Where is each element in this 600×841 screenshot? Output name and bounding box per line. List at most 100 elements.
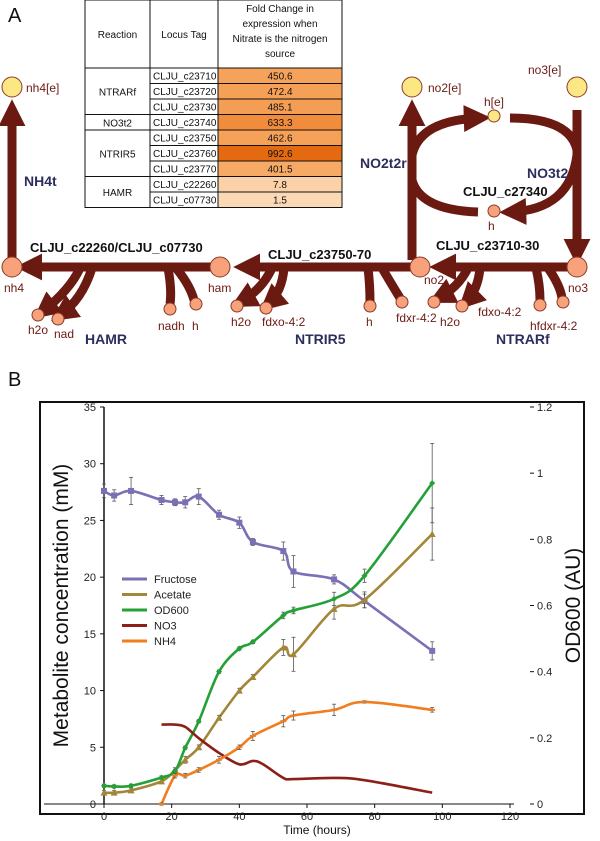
table-cell-value: 7.8	[273, 180, 287, 191]
point-od600	[290, 607, 297, 614]
point-fructose	[280, 548, 287, 555]
panel-b-letter: B	[8, 369, 21, 391]
gene-label-no3t2: CLJU_c27340	[463, 184, 548, 199]
no2t2r-lower-arc	[407, 178, 479, 217]
table-cell-reaction: NO3t2	[103, 118, 132, 129]
table-cell-value: 1.5	[273, 196, 287, 207]
chart-frame	[39, 401, 585, 815]
table-cell-locus: CLJU_c23740	[153, 118, 217, 129]
expression-table: Reaction Locus Tag Fold Change in expressio…	[84, 0, 343, 208]
gene-label-ntrir5: CLJU_c23750-70	[268, 247, 371, 262]
table-cell-value: 472.4	[267, 87, 292, 98]
hfdxr2-node	[556, 295, 570, 309]
y-right-tick-label: 1.2	[537, 402, 552, 414]
point-acetate	[100, 789, 108, 796]
point-acetate	[279, 643, 287, 651]
point-od600	[429, 480, 436, 487]
legend-label: Acetate	[154, 590, 191, 602]
x-tick-label: 60	[301, 811, 313, 823]
rxn-label-no3t2: NO3t2	[527, 165, 568, 181]
legend-label: OD600	[154, 605, 189, 617]
point-fructose	[158, 497, 165, 504]
point-fructose	[195, 493, 202, 500]
legend-label: NH4	[154, 636, 176, 648]
point-fructose	[111, 492, 118, 499]
point-od600	[158, 774, 165, 781]
point-acetate	[330, 605, 338, 612]
series-line-acetate	[103, 533, 434, 795]
series-fructose	[101, 476, 436, 661]
legend: Fructose Acetate OD600 NO3 NH4	[122, 574, 197, 648]
rxn-label-ntrir5: NTRIR5	[295, 331, 346, 347]
table-cell-value: 450.6	[267, 72, 292, 83]
series-line-no3	[161, 723, 433, 794]
main-pathway	[0, 99, 591, 322]
table-cell-reaction: NTRARf	[99, 87, 136, 98]
x-tick-label: 40	[233, 811, 245, 823]
label-h-mid: h	[488, 219, 495, 233]
rxn-label-ntrarf: NTRARf	[496, 331, 550, 347]
table-header-fold-change: source	[265, 49, 295, 60]
table-cell-reaction: NTRIR5	[99, 149, 136, 160]
point-od600	[111, 783, 118, 790]
point-fructose	[172, 499, 179, 506]
point-acetate	[235, 687, 243, 694]
y-right-tick-label: 0.8	[537, 534, 552, 546]
point-acetate	[249, 673, 257, 680]
point-fructose	[290, 568, 297, 575]
ntrir5-fdxo-branch	[259, 267, 290, 312]
panel-b: B 0 20 40 60 80 100 120 0 5 10 15 20 25 30 35 0 0.2 0.4 0.…	[8, 369, 585, 837]
table-cell-locus: CLJU_c23720	[153, 87, 217, 98]
y-left-tick-label: 10	[84, 686, 96, 698]
point-fructose	[249, 538, 256, 545]
series-od600	[101, 442, 436, 790]
y-right-tick-label: 0.4	[537, 667, 552, 679]
h-1-node	[189, 297, 203, 311]
ham-node	[209, 256, 231, 278]
nadh-node	[163, 302, 177, 316]
hamr-h2o-branch	[33, 266, 85, 319]
table-header-locus: Locus Tag	[161, 30, 206, 41]
point-od600	[331, 595, 338, 602]
x-tick-label: 120	[501, 811, 519, 823]
h2o-1-node	[31, 308, 45, 322]
point-acetate	[127, 786, 135, 794]
table-cell-locus: CLJU_c23750	[153, 134, 217, 145]
nad-node	[51, 312, 65, 326]
point-od600	[128, 782, 135, 789]
table-cell-value: 462.6	[267, 134, 292, 145]
gene-label-hamr: CLJU_c22260/CLJU_c07730	[30, 240, 203, 255]
point-fructose	[236, 519, 243, 526]
fdxo-2-node	[455, 299, 469, 313]
no2t2r-h-arc	[407, 105, 491, 157]
point-acetate	[289, 650, 297, 658]
label-fdxr-1: fdxr-4:2	[396, 311, 437, 325]
point-acetate	[195, 743, 203, 751]
point-acetate	[361, 596, 369, 603]
y-left-tick-label: 20	[84, 572, 96, 584]
series-line-od600	[103, 482, 434, 788]
nh4-node	[1, 256, 23, 278]
y-right-tick-label: 0.2	[537, 733, 552, 745]
h-mid-node	[487, 204, 501, 218]
x-tick-label: 0	[101, 811, 107, 823]
label-no2e: no2[e]	[428, 81, 461, 95]
hamr-nadh-branch	[163, 267, 176, 305]
ntrarf-fdxo-branch	[458, 267, 488, 310]
y-right-tick-label: 1	[537, 468, 543, 480]
table-cell-locus: CLJU_c23730	[153, 103, 217, 114]
label-h-1: h	[192, 319, 199, 333]
point-od600	[361, 572, 368, 579]
rxn-label-no2t2r: NO2t2r	[360, 155, 407, 171]
table-cell-value: 633.3	[267, 118, 292, 129]
gene-label-ntrarf: CLJU_c23710-30	[436, 238, 539, 253]
no3e-node	[566, 76, 588, 98]
hfdxr-node	[533, 298, 547, 312]
point-od600	[216, 668, 223, 675]
no2e-node	[401, 76, 423, 98]
y-right-tick-label: 0.6	[537, 601, 552, 613]
no3t2-upper-arc	[509, 113, 582, 152]
y-axis-left-title: Metabolite concentration (mM)	[50, 464, 73, 748]
y-right-tick-label: 0	[537, 799, 543, 811]
rxn-label-nh4t: NH4t	[24, 173, 57, 189]
